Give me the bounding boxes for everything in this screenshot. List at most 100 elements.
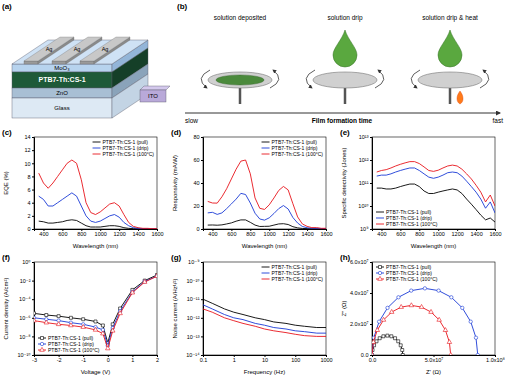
marker	[377, 320, 380, 323]
legend-marker	[41, 337, 44, 340]
x-tick-label: 1	[233, 357, 236, 363]
x-tick: -2	[57, 355, 62, 363]
y-axis: 02468101214	[24, 134, 34, 232]
y-tick-label: 10⁻⁸	[19, 334, 30, 340]
series-line	[377, 162, 495, 206]
y-tick-mark	[370, 293, 372, 294]
x-tick-label: 5.0x10⁷	[425, 357, 444, 363]
x-tick-label: 600	[58, 231, 67, 237]
x-tick-label: 800	[77, 231, 86, 237]
x-tick-label: 1600	[489, 231, 501, 237]
series-line	[372, 305, 451, 355]
series-line	[377, 168, 495, 213]
y-tick-label: 14	[24, 134, 30, 140]
legend-swatch	[376, 212, 384, 213]
plot-area	[372, 287, 479, 355]
y-tick: 10⁻¹⁰	[186, 278, 203, 284]
plot-area	[39, 160, 157, 229]
substrate	[208, 72, 272, 88]
x-tick: 5.0x10⁷	[425, 355, 444, 363]
y-tick: 60	[193, 157, 203, 163]
y-tick: 10¹¹	[359, 180, 372, 186]
y-tick: 2	[27, 213, 34, 219]
y-tick-mark	[370, 160, 372, 161]
legend-swatch	[262, 154, 270, 155]
x-tick-label: -3	[32, 357, 37, 363]
y-tick-mark	[370, 183, 372, 184]
y-tick-label: 10⁻²	[20, 278, 31, 284]
marker	[448, 352, 453, 355]
panel-label: (f)	[2, 253, 10, 262]
y-tick-label: 10⁻⁶	[19, 315, 30, 321]
legend-marker	[40, 342, 43, 345]
legend-swatch	[376, 224, 384, 225]
x-tick: 1	[233, 355, 236, 363]
y-tick: 10⁻¹¹	[187, 296, 203, 302]
x-tick: 10	[262, 355, 268, 363]
marker	[437, 289, 440, 292]
x-tick-label: 1400	[470, 231, 482, 237]
legend: PTB7-Th:CS-1 (pull)PTB7-Th:CS-1 (drip)PT…	[262, 139, 324, 157]
plot-frame	[372, 137, 495, 229]
spin-arrow	[270, 70, 279, 88]
y-tick-label: 10⁻¹¹	[187, 296, 200, 302]
legend-swatch	[376, 218, 384, 219]
x-tick: 400	[39, 229, 48, 237]
marker	[386, 334, 389, 337]
y-tick-mark	[370, 262, 372, 263]
legend: PTB7-Th:CS-1 (pull)PTB7-Th:CS-1 (drip)PT…	[376, 209, 438, 227]
y-tick: 10⁻⁹	[188, 259, 203, 265]
x-tick-label: 1400	[132, 231, 144, 237]
legend-swatch	[93, 148, 101, 149]
x-tick: 1400	[470, 229, 482, 237]
x-tick: -1	[81, 355, 86, 363]
x-tick-label: 400	[208, 231, 217, 237]
x-tick-label: 1600	[151, 231, 163, 237]
x-tick-label: 1200	[114, 231, 126, 237]
marker	[44, 320, 49, 324]
marker	[69, 316, 72, 319]
y-tick-mark	[32, 176, 34, 177]
marker	[394, 337, 397, 340]
legend-marker	[40, 347, 45, 351]
x-tick: 0.0	[369, 355, 377, 363]
series-line	[377, 184, 495, 222]
x-tick: 800	[77, 229, 86, 237]
marker	[389, 309, 394, 313]
electrode-label: Ag	[46, 46, 53, 52]
x-tick-label: 1000	[264, 231, 276, 237]
y-tick-label: 2	[27, 213, 30, 219]
layer-label: PTB7-Th:CS-1	[38, 76, 85, 83]
y-tick: 10⁻⁸	[19, 334, 34, 340]
x-tick: -3	[32, 355, 37, 363]
time-title: Film formation time	[312, 117, 373, 124]
panel-label: (d)	[171, 128, 182, 137]
y-tick: 80	[193, 134, 203, 140]
chart-panel: 0.1110100100010⁻¹⁴10⁻¹³10⁻¹²10⁻¹¹10⁻¹⁰10…	[171, 253, 333, 375]
y-tick: 0.0	[361, 352, 372, 358]
y-axis-line	[370, 138, 373, 230]
y-tick-mark	[32, 299, 34, 300]
marker	[69, 323, 74, 327]
plot-area	[208, 160, 326, 229]
legend-entry: PTB7-Th:CS-1 (100°C)	[376, 221, 438, 227]
x-axis-title: Frequency (Hz)	[244, 369, 285, 375]
legend-label: PTB7-Th:CS-1 (100°C)	[386, 221, 438, 227]
legend: PTB7-Th:CS-1 (pull)PTB7-Th:CS-1 (drip)PT…	[376, 264, 438, 282]
x-tick: 0.1	[200, 355, 208, 363]
marker	[382, 335, 385, 338]
plot-area	[377, 162, 495, 222]
y-tick: 20	[193, 203, 203, 209]
x-tick: 1200	[114, 229, 126, 237]
marker	[443, 328, 448, 332]
marker	[423, 287, 426, 290]
legend-marker	[378, 276, 383, 280]
marker	[106, 346, 111, 350]
marker	[372, 352, 374, 355]
panel-label: (a)	[2, 2, 12, 11]
x-tick-label: 10	[262, 357, 268, 363]
legend-label: PTB7-Th:CS-1 (100°C)	[386, 276, 438, 282]
step-label: solution drip & heat	[422, 14, 478, 22]
x-tick-label: 1	[131, 357, 134, 363]
x-axis: 4006008001000120014001600	[373, 229, 502, 237]
